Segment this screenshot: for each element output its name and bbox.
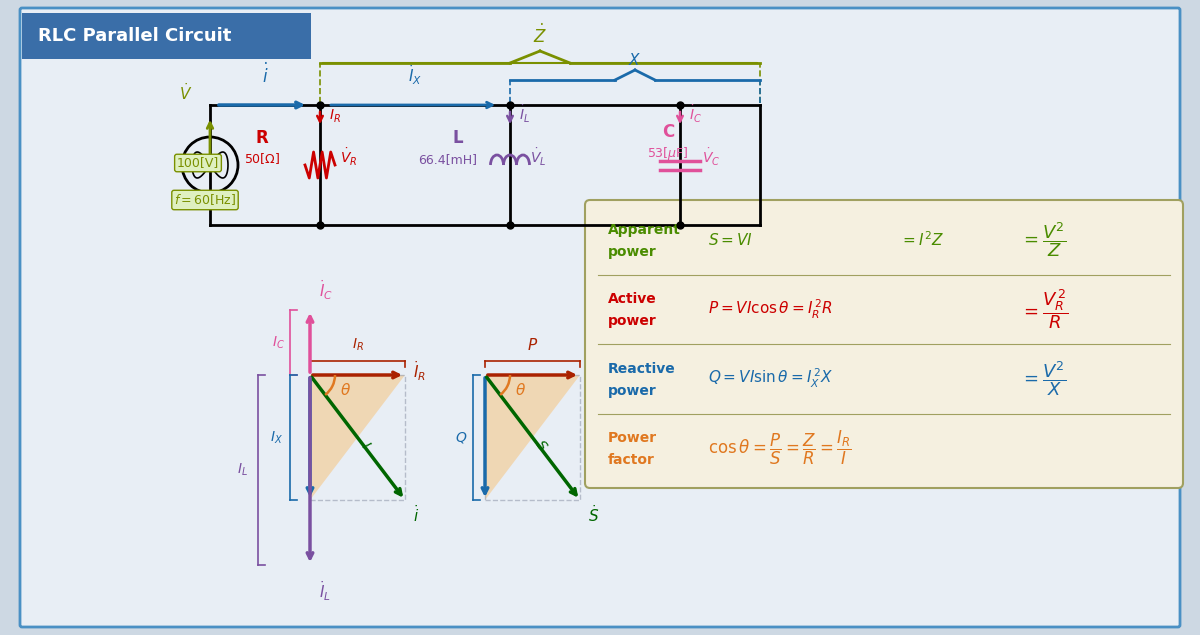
Text: Active: Active — [608, 292, 656, 306]
Text: 53[$\mu$F]: 53[$\mu$F] — [647, 145, 689, 162]
Text: $= \dfrac{V_R^{\,2}}{R}$: $= \dfrac{V_R^{\,2}}{R}$ — [1020, 288, 1068, 331]
Text: $\theta$: $\theta$ — [515, 382, 526, 398]
Text: $P = VI\cos\theta = I_R^{\,2}R$: $P = VI\cos\theta = I_R^{\,2}R$ — [708, 298, 833, 321]
Text: $Q$: $Q$ — [455, 430, 467, 445]
Text: $\dot{i}$: $\dot{i}$ — [262, 63, 269, 87]
Text: $\dot{I}_C$: $\dot{I}_C$ — [319, 278, 334, 302]
Text: $I_C$: $I_C$ — [271, 334, 284, 351]
Text: $\dot{Z}$: $\dot{Z}$ — [533, 24, 547, 47]
Text: $\dot{V}$: $\dot{V}$ — [179, 82, 192, 103]
Text: $I_L$: $I_L$ — [236, 462, 247, 478]
Text: power: power — [608, 314, 656, 328]
Text: 66.4[mH]: 66.4[mH] — [419, 153, 478, 166]
Text: $\theta$: $\theta$ — [340, 382, 352, 398]
FancyBboxPatch shape — [20, 8, 1180, 627]
Text: $\dot{V}_L$: $\dot{V}_L$ — [530, 147, 546, 168]
FancyBboxPatch shape — [22, 13, 311, 59]
Text: $\dot{I}_L$: $\dot{I}_L$ — [520, 104, 530, 125]
Text: power: power — [608, 244, 656, 258]
Text: $\dot{V}_C$: $\dot{V}_C$ — [702, 147, 720, 168]
Text: R: R — [256, 129, 269, 147]
Text: $= \dfrac{V^2}{X}$: $= \dfrac{V^2}{X}$ — [1020, 359, 1066, 398]
Text: $S = VI$: $S = VI$ — [708, 232, 752, 248]
Text: $P$: $P$ — [527, 337, 538, 353]
Text: $\dot{I}_L$: $\dot{I}_L$ — [319, 579, 331, 603]
Text: $\dot{I}_C$: $\dot{I}_C$ — [689, 104, 702, 125]
Text: $\dot{I}_X$: $\dot{I}_X$ — [408, 64, 422, 87]
Text: $\dot{I}_R$: $\dot{I}_R$ — [413, 359, 426, 383]
Text: $I$: $I$ — [359, 439, 373, 452]
Text: $S$: $S$ — [532, 437, 550, 454]
Text: 50[$\Omega$]: 50[$\Omega$] — [244, 151, 280, 166]
Bar — [310, 375, 406, 500]
Text: $\dot{i}$: $\dot{i}$ — [413, 504, 419, 525]
Text: $I_R$: $I_R$ — [352, 337, 364, 353]
Text: $f = 60\mathrm{[Hz]}$: $f = 60\mathrm{[Hz]}$ — [174, 192, 236, 208]
Polygon shape — [310, 375, 406, 500]
Text: Power: Power — [608, 431, 658, 445]
Text: $\dot{V}_R$: $\dot{V}_R$ — [340, 147, 358, 168]
Text: power: power — [608, 384, 656, 398]
Text: $\dot{I}_R$: $\dot{I}_R$ — [329, 104, 341, 125]
Text: RLC Parallel Circuit: RLC Parallel Circuit — [38, 27, 232, 45]
Text: $= I^2 Z$: $= I^2 Z$ — [900, 231, 944, 249]
Text: $Q = VI\sin\theta = I_X^{\,2}X$: $Q = VI\sin\theta = I_X^{\,2}X$ — [708, 367, 833, 391]
Text: $I_X$: $I_X$ — [270, 429, 282, 446]
Text: $X$: $X$ — [629, 52, 642, 68]
Polygon shape — [485, 375, 580, 500]
Text: 100[V]: 100[V] — [176, 156, 220, 170]
Text: $= \dfrac{V^2}{Z}$: $= \dfrac{V^2}{Z}$ — [1020, 220, 1066, 259]
Bar — [485, 375, 580, 500]
Text: Apparent: Apparent — [608, 223, 680, 237]
Text: $\cos\theta = \dfrac{P}{S} = \dfrac{Z}{R} = \dfrac{I_R}{I}$: $\cos\theta = \dfrac{P}{S} = \dfrac{Z}{R… — [708, 429, 852, 467]
Text: L: L — [452, 129, 463, 147]
Text: $\dot{S}$: $\dot{S}$ — [588, 504, 599, 525]
Text: Reactive: Reactive — [608, 362, 676, 376]
Text: factor: factor — [608, 453, 655, 467]
FancyBboxPatch shape — [586, 200, 1183, 488]
Text: C: C — [662, 123, 674, 141]
